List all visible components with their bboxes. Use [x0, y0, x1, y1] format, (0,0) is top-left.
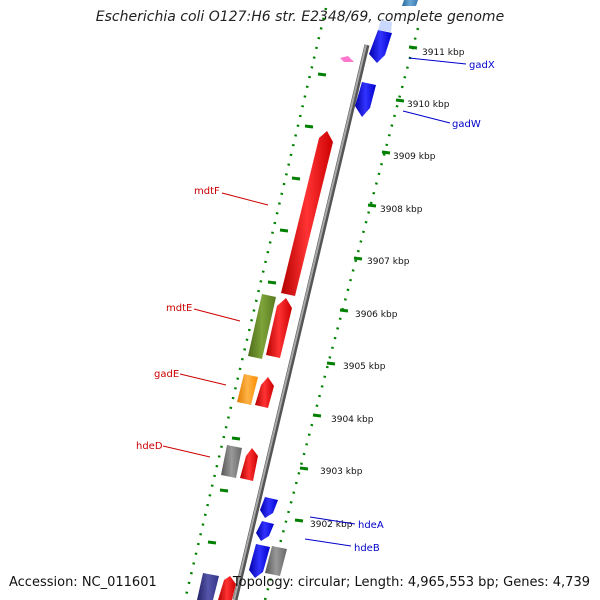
outer-tick-marks: [294, 45, 418, 523]
gene-label-hdeD: hdeD: [136, 441, 163, 452]
gene-feature-mdtE-red: [266, 298, 292, 358]
inner-ring: [183, 7, 328, 600]
genome-backbone: [232, 44, 370, 600]
gene-label-hdeA: hdeA: [358, 520, 384, 531]
tick-label: 3905 kbp: [343, 362, 386, 372]
label-leaders: [162, 57, 467, 547]
gene-feature-gadE-red: [255, 377, 274, 408]
gene-feature-hdeD-red: [240, 448, 258, 481]
gene-feature-lightblue: [378, 20, 392, 32]
tick-label: 3910 kbp: [407, 100, 450, 110]
tick-label: 3911 kbp: [422, 48, 465, 58]
gene-feature-gadE: [237, 374, 258, 405]
tick-label: 3904 kbp: [331, 415, 374, 425]
gene-feature-mdtE: [248, 294, 276, 359]
tick-label: 3903 kbp: [320, 467, 363, 477]
gene-feature-steel: [402, 0, 418, 6]
gene-feature-pink: [340, 56, 354, 62]
gene-feature-navy: [197, 573, 219, 600]
gene-label-mdtF: mdtF: [194, 186, 220, 197]
gene-feature-hdeA: [260, 497, 278, 518]
gene-label-gadX: gadX: [469, 60, 495, 71]
accession-label: Accession: NC_011601: [9, 575, 157, 590]
gene-feature-hdeB: [256, 521, 274, 541]
gene-label-gadW: gadW: [452, 119, 481, 130]
map-title: Escherichia coli O127:H6 str. E2348/69, …: [95, 9, 505, 25]
gene-feature-gadW: [355, 82, 376, 117]
gene-feature-hdeD: [221, 445, 242, 478]
gene-feature-mdtF: [281, 131, 333, 296]
tick-label: 3909 kbp: [393, 152, 436, 162]
gene-label-gadE: gadE: [154, 369, 179, 380]
gene-feature-gadX: [369, 30, 392, 63]
tick-label: 3907 kbp: [367, 257, 410, 267]
gene-feature-hdeB-2: [249, 544, 270, 578]
gene-feature-gray-lower: [265, 546, 287, 576]
gene-label-mdtE: mdtE: [166, 303, 192, 314]
gene-label-hdeB: hdeB: [354, 543, 380, 554]
gene-feature-red-lower: [218, 576, 236, 600]
topology-label: Topology: circular; Length: 4,965,553 bp…: [232, 575, 590, 590]
tick-label: 3902 kbp: [310, 520, 353, 530]
tick-label: 3908 kbp: [380, 205, 423, 215]
tick-label: 3906 kbp: [355, 310, 398, 320]
